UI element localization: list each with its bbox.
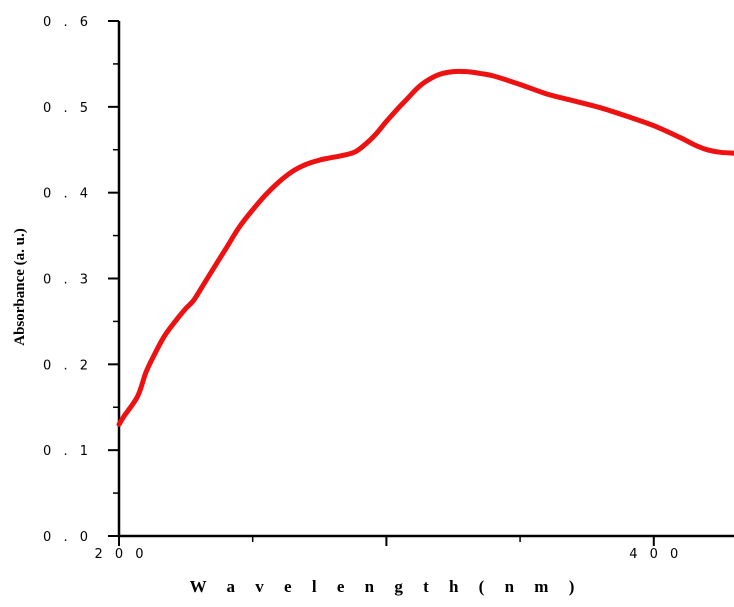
y-tick-label: 0 . 6 [43,15,92,30]
x-tick-label: 2 0 0 [94,547,147,562]
y-tick-label: 0 . 4 [43,187,92,202]
x-tick-label: 4 0 0 [629,547,682,562]
label-layer: W a v e l e n g t h ( n m ) Absorbance (… [12,228,583,596]
y-tick-label: 0 . 1 [43,444,92,459]
x-axis-label: W a v e l e n g t h ( n m ) [190,577,583,596]
y-tick-label: 0 . 5 [43,101,92,116]
axes-layer: 0 . 0 0 . 1 0 . 2 0 . 3 0 . 4 0 . 5 0 . 6 2 0 0… [43,15,734,562]
y-tick-label: 0 . 2 [43,358,92,373]
absorbance-series-line [116,68,734,427]
y-tick-label: 0 . 0 [43,530,92,545]
series-layer [116,68,734,427]
y-tick-label: 0 . 3 [43,273,92,288]
y-axis-label: Absorbance (a. u.) [12,228,28,346]
